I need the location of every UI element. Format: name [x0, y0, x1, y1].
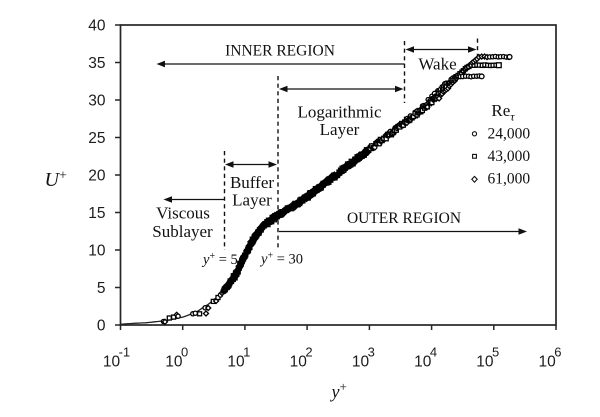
svg-text:Logarithmic: Logarithmic: [297, 103, 381, 122]
svg-text:INNER REGION: INNER REGION: [225, 43, 335, 60]
svg-text:y+ = 30: y+ = 30: [259, 251, 303, 268]
svg-text:105: 105: [476, 345, 499, 371]
svg-text:103: 103: [352, 345, 375, 371]
svg-text:y+: y+: [330, 379, 347, 402]
svg-text:Layer: Layer: [232, 191, 272, 210]
svg-text:102: 102: [290, 345, 313, 371]
svg-text:30: 30: [88, 92, 106, 109]
svg-text:0: 0: [97, 317, 106, 334]
svg-text:5: 5: [97, 280, 106, 297]
svg-text:10-1: 10-1: [103, 345, 130, 371]
svg-text:40: 40: [88, 17, 106, 34]
svg-text:Reτ: Reτ: [491, 101, 515, 124]
svg-text:Wake: Wake: [418, 55, 456, 74]
svg-text:Viscous: Viscous: [156, 204, 210, 223]
svg-text:Sublayer: Sublayer: [152, 222, 213, 241]
svg-text:61,000: 61,000: [488, 171, 531, 188]
svg-text:Buffer: Buffer: [230, 173, 274, 192]
svg-text:43,000: 43,000: [488, 148, 531, 165]
svg-text:15: 15: [88, 205, 105, 222]
svg-text:Layer: Layer: [320, 120, 360, 139]
svg-text:24,000: 24,000: [488, 126, 531, 143]
svg-text:25: 25: [88, 130, 105, 147]
svg-text:35: 35: [88, 55, 105, 72]
svg-text:10: 10: [88, 242, 106, 259]
svg-text:106: 106: [539, 345, 562, 371]
svg-text:100: 100: [165, 345, 188, 371]
svg-text:104: 104: [414, 345, 437, 371]
svg-text:y+ = 5: y+ = 5: [201, 251, 238, 268]
svg-text:OUTER REGION: OUTER REGION: [347, 210, 461, 227]
svg-text:101: 101: [227, 345, 250, 371]
svg-text:U+: U+: [45, 169, 67, 192]
svg-text:20: 20: [88, 167, 106, 184]
